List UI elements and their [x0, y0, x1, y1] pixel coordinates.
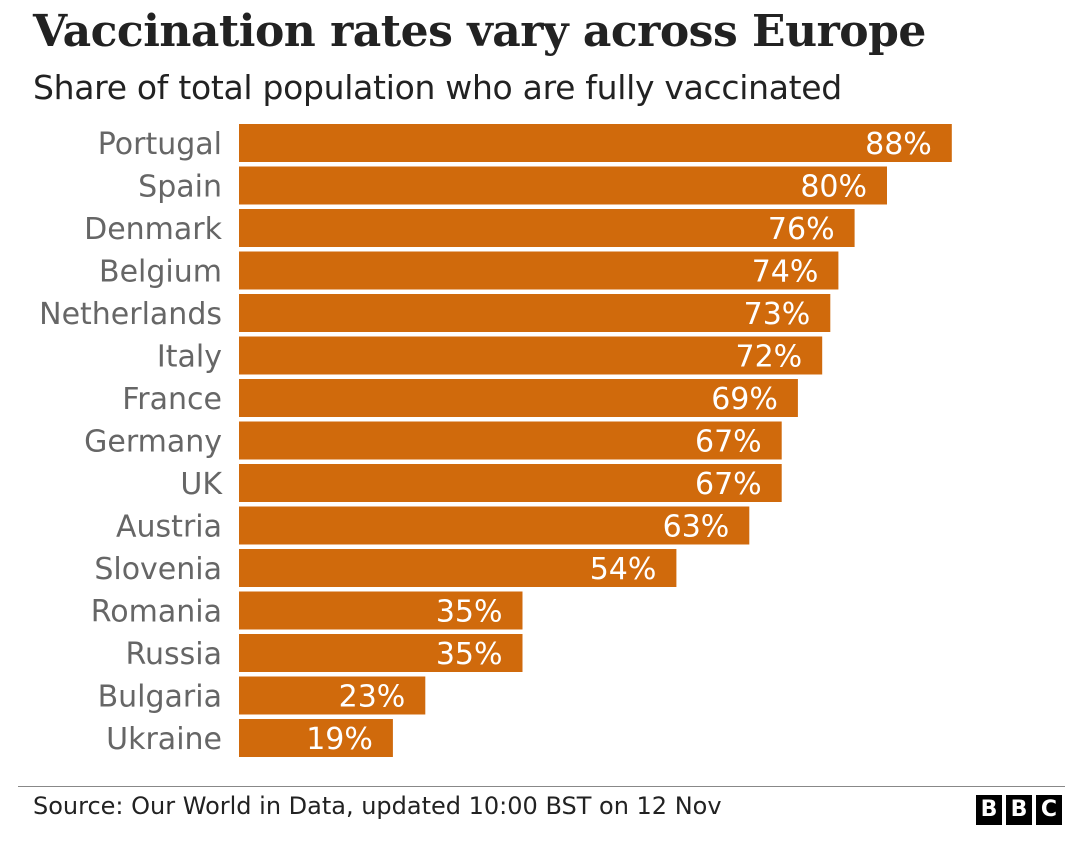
footer-divider: [18, 786, 1065, 787]
value-label-bulgaria: 23%: [339, 680, 406, 715]
bar-italy: [239, 336, 823, 375]
bar-chart: Portugal 88% Spain 80% Denmark 76% Belgium 74% N…: [39, 124, 952, 757]
category-label-spain: Spain: [138, 170, 222, 205]
category-label-slovenia: Slovenia: [94, 552, 222, 587]
bar-russia: [239, 634, 523, 672]
bar-romania: [239, 591, 523, 630]
bar-uk: [239, 464, 782, 502]
value-label-belgium: 74%: [752, 255, 819, 290]
category-label-belgium: Belgium: [99, 255, 222, 290]
bar-portugal: [239, 124, 952, 162]
bbc-logo: B B C: [976, 795, 1065, 827]
bar-france: [239, 379, 798, 417]
category-label-romania: Romania: [91, 595, 222, 630]
value-label-denmark: 76%: [768, 212, 835, 247]
value-label-portugal: 88%: [865, 127, 932, 162]
value-label-ukraine: 19%: [306, 722, 373, 757]
category-label-portugal: Portugal: [98, 127, 222, 162]
category-label-denmark: Denmark: [84, 212, 223, 247]
category-label-netherlands: Netherlands: [39, 297, 222, 332]
category-label-austria: Austria: [116, 510, 222, 545]
bar-bulgaria: [239, 676, 426, 715]
value-label-romania: 35%: [436, 595, 503, 630]
category-label-italy: Italy: [157, 340, 222, 375]
bar-denmark: [239, 209, 855, 247]
value-label-slovenia: 54%: [590, 552, 657, 587]
value-label-germany: 67%: [695, 425, 762, 460]
source-note: Source: Our World in Data, updated 10:00…: [33, 792, 722, 820]
category-label-ukraine: Ukraine: [106, 722, 222, 757]
bbc-logo-letter-1: B: [976, 795, 1002, 825]
value-label-spain: 80%: [800, 170, 867, 205]
bar-austria: [239, 506, 750, 545]
chart-title: Vaccination rates vary across Europe: [33, 6, 926, 57]
category-label-france: France: [122, 382, 222, 417]
value-label-netherlands: 73%: [744, 297, 811, 332]
bar-belgium: [239, 251, 839, 290]
category-label-bulgaria: Bulgaria: [98, 680, 222, 715]
value-label-france: 69%: [711, 382, 778, 417]
bbc-logo-letter-2: B: [1006, 795, 1032, 825]
bar-spain: [239, 166, 887, 205]
bar-netherlands: [239, 294, 831, 332]
value-label-austria: 63%: [663, 510, 730, 545]
bbc-logo-letter-3: C: [1036, 795, 1062, 825]
bar-germany: [239, 421, 782, 460]
value-label-uk: 67%: [695, 467, 762, 502]
category-label-russia: Russia: [126, 637, 223, 672]
bar-slovenia: [239, 549, 677, 587]
chart-subtitle: Share of total population who are fully …: [33, 68, 842, 107]
value-label-italy: 72%: [736, 340, 803, 375]
value-label-russia: 35%: [436, 637, 503, 672]
bar-ukraine: [239, 719, 393, 757]
category-label-uk: UK: [180, 467, 223, 502]
category-label-germany: Germany: [84, 425, 222, 460]
